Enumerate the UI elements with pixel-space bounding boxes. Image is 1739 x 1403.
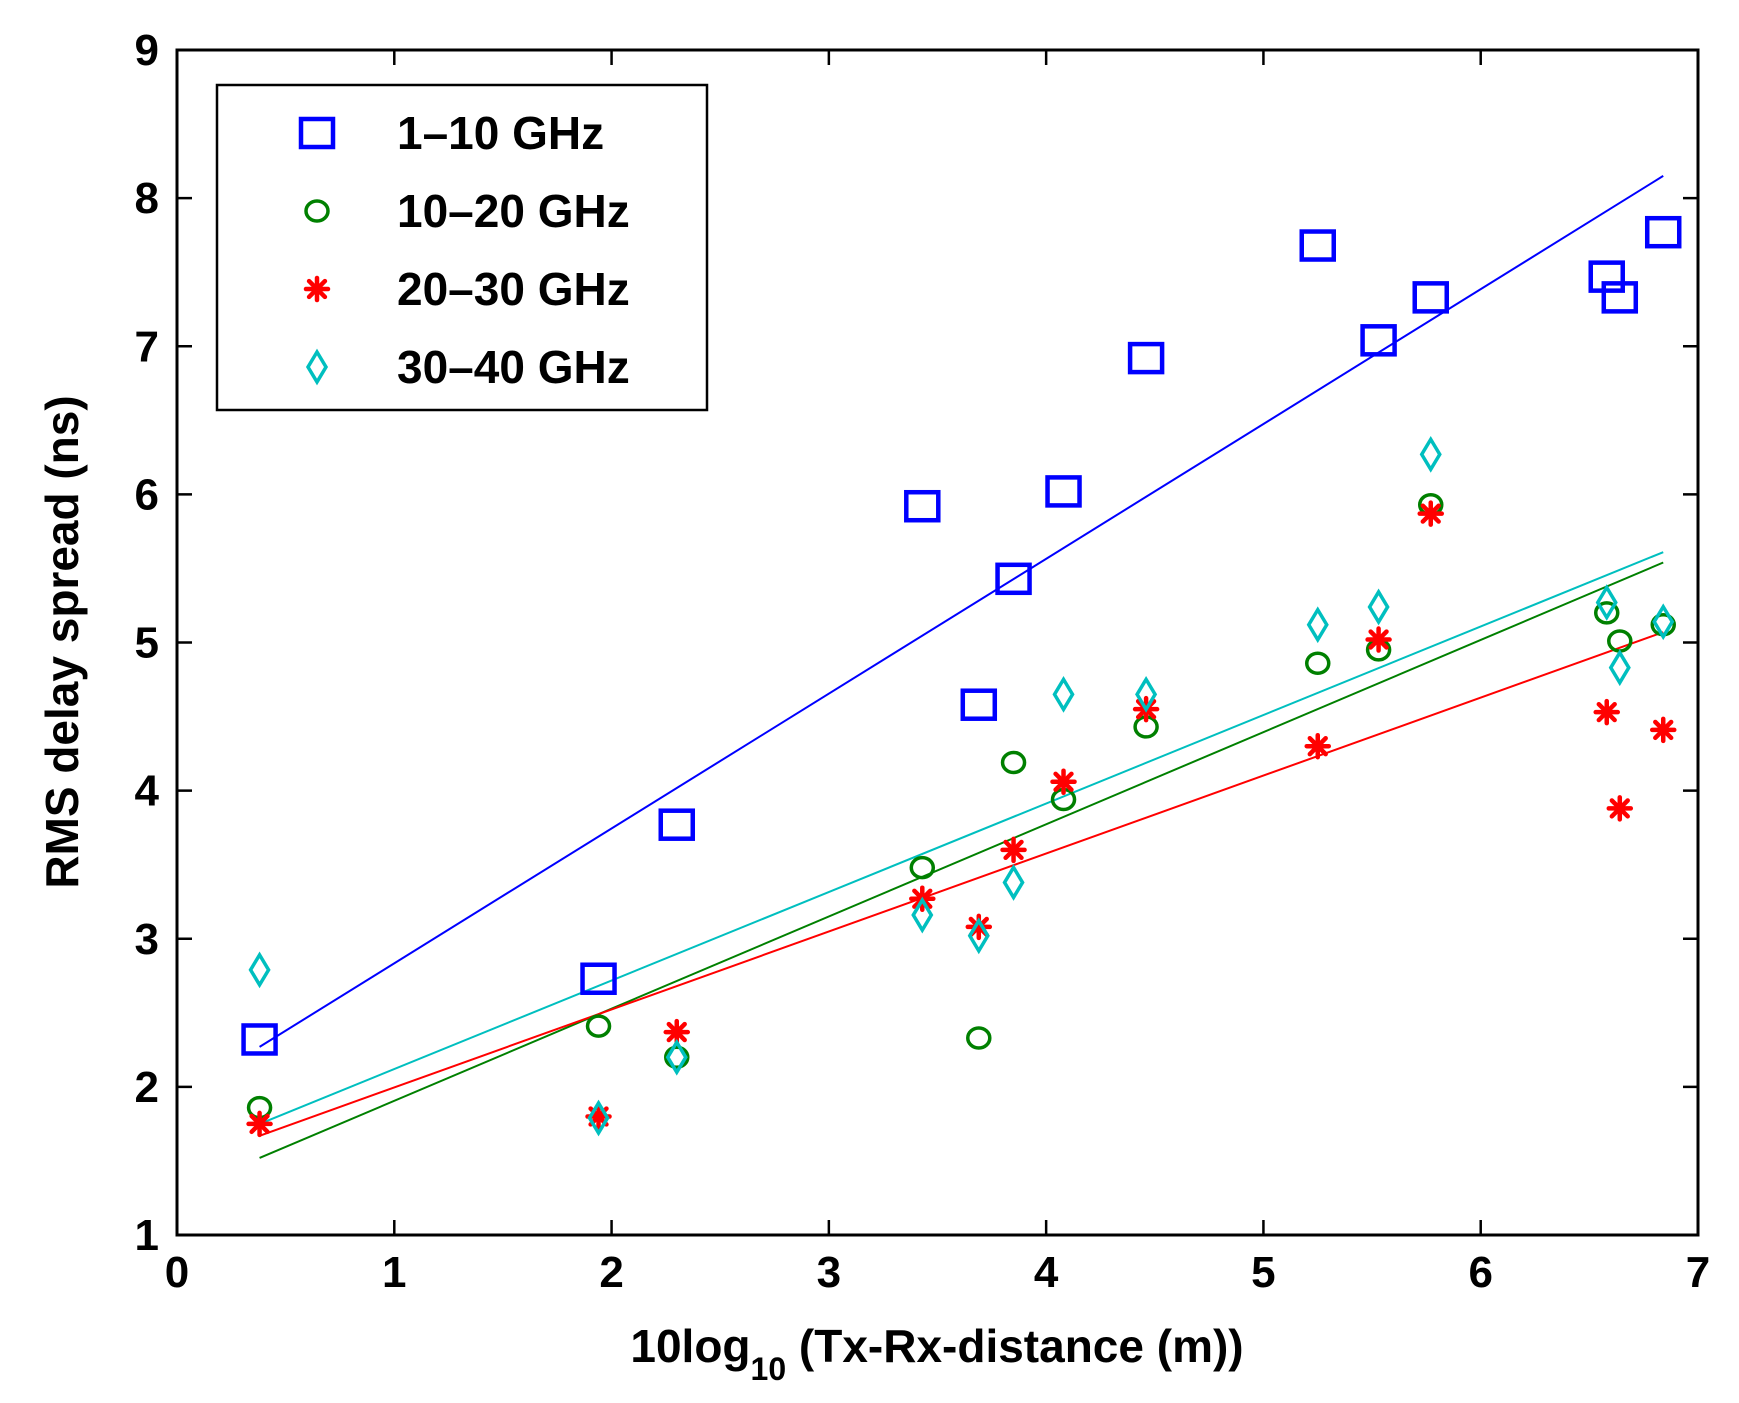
data-point-asterisk [1593,698,1620,726]
x-tick-label: 1 [382,1248,406,1297]
asterisk-stroke [1420,503,1441,524]
data-point-circle [1305,651,1331,675]
data-point-asterisk [1000,836,1027,864]
data-point-square [960,688,998,721]
data-point-diamond [665,1038,688,1076]
fit-line-series-2 [259,561,1664,1159]
data-point-square [1299,229,1336,262]
y-tick-label: 6 [135,470,159,519]
x-axis-title: 10log10 (Tx-Rx-distance (m)) [630,1320,1243,1387]
data-point-square [995,562,1032,596]
x-tick-label: 5 [1251,1248,1275,1297]
asterisk-stroke [1653,719,1674,741]
data-point-square [580,962,617,995]
series-1-points [241,215,1682,1056]
x-axis-title-main: 10log [630,1320,750,1372]
y-tick-label: 2 [135,1063,159,1112]
data-point-diamond [587,1099,610,1137]
y-tick-label: 3 [135,915,159,964]
y-tick-label: 9 [135,26,159,75]
asterisk-stroke [249,1113,270,1135]
series-2-points [246,492,1676,1120]
y-tick-label: 4 [135,767,160,816]
legend-marker-asterisk [303,275,331,303]
data-point-diamond [1608,649,1631,687]
data-point-asterisk [1304,732,1331,760]
data-point-diamond [1002,864,1025,901]
y-tick-label: 5 [135,619,159,668]
fit-lines [259,175,1664,1159]
data-markers [241,215,1682,1138]
x-tick-label: 7 [1686,1248,1710,1297]
legend-items: 1–10 GHz 10–20 GHz 20–30 GHz 30–40 GHz [298,107,630,393]
data-point-diamond [1367,588,1390,626]
asterisk-stroke [1609,798,1630,819]
fit-line-series-3 [259,631,1664,1137]
data-point-circle [1000,750,1027,775]
data-point-square [1127,341,1165,375]
asterisk-stroke [1596,701,1617,723]
fit-line-series-1 [259,175,1664,1048]
data-point-asterisk [1606,795,1634,822]
legend-box [215,83,709,412]
data-point-asterisk [1050,768,1077,795]
y-tick-label: 7 [135,322,159,371]
series-4-points [248,435,1675,1137]
legend-label: 10–20 GHz [397,185,630,237]
data-point-diamond [248,951,271,989]
x-tick-label: 0 [165,1248,189,1297]
data-point-square [1588,260,1625,293]
asterisk-stroke [1003,839,1024,861]
asterisk-stroke [1368,629,1389,650]
data-point-diamond [1052,675,1075,713]
legend: 1–10 GHz 10–20 GHz 20–30 GHz 30–40 GHz [215,83,709,412]
x-axis-title-subscript: 10 [751,1351,787,1387]
data-point-asterisk [1365,626,1392,653]
data-point-diamond [1306,606,1329,644]
legend-label: 20–30 GHz [397,263,630,315]
data-point-square [1360,324,1397,357]
data-point-diamond [911,896,934,934]
data-point-asterisk [1417,500,1444,527]
legend-marker-diamond [305,348,329,386]
data-point-square [1412,281,1449,314]
data-point-diamond [1652,603,1675,641]
legend-label: 30–40 GHz [397,341,630,393]
data-point-diamond [1419,435,1442,473]
fit-line-series-4 [259,551,1664,1125]
legend-label: 1–10 GHz [397,107,604,159]
x-tick-label: 6 [1468,1248,1492,1297]
data-point-diamond [1135,675,1158,713]
x-tick-label: 2 [599,1248,623,1297]
data-point-square [1601,281,1639,314]
legend-marker-square [298,116,336,150]
data-point-circle [966,1026,992,1050]
asterisk-stroke [666,1021,687,1043]
data-point-square [241,1023,278,1056]
data-point-diamond [967,917,990,955]
y-tick-label: 1 [135,1211,159,1260]
asterisk-stroke [306,278,328,300]
x-axis-title-rest: (Tx-Rx-distance (m)) [786,1320,1243,1372]
data-point-asterisk [1649,716,1677,744]
data-point-square [1045,475,1082,508]
data-point-diamond [1595,584,1618,621]
y-axis-title: RMS delay spread (ns) [36,395,88,888]
x-tick-label: 3 [817,1248,841,1297]
data-point-square [1644,215,1682,249]
asterisk-stroke [1053,771,1074,792]
legend-marker-circle [304,199,330,223]
data-point-circle [1593,601,1620,625]
x-tick-label: 4 [1034,1248,1059,1297]
data-point-circle [909,855,936,880]
data-point-asterisk [246,1110,273,1138]
data-point-square [658,808,696,841]
data-point-square [904,489,941,523]
asterisk-stroke [1307,736,1328,757]
data-point-circle [585,1014,612,1038]
y-tick-label: 8 [135,174,159,223]
